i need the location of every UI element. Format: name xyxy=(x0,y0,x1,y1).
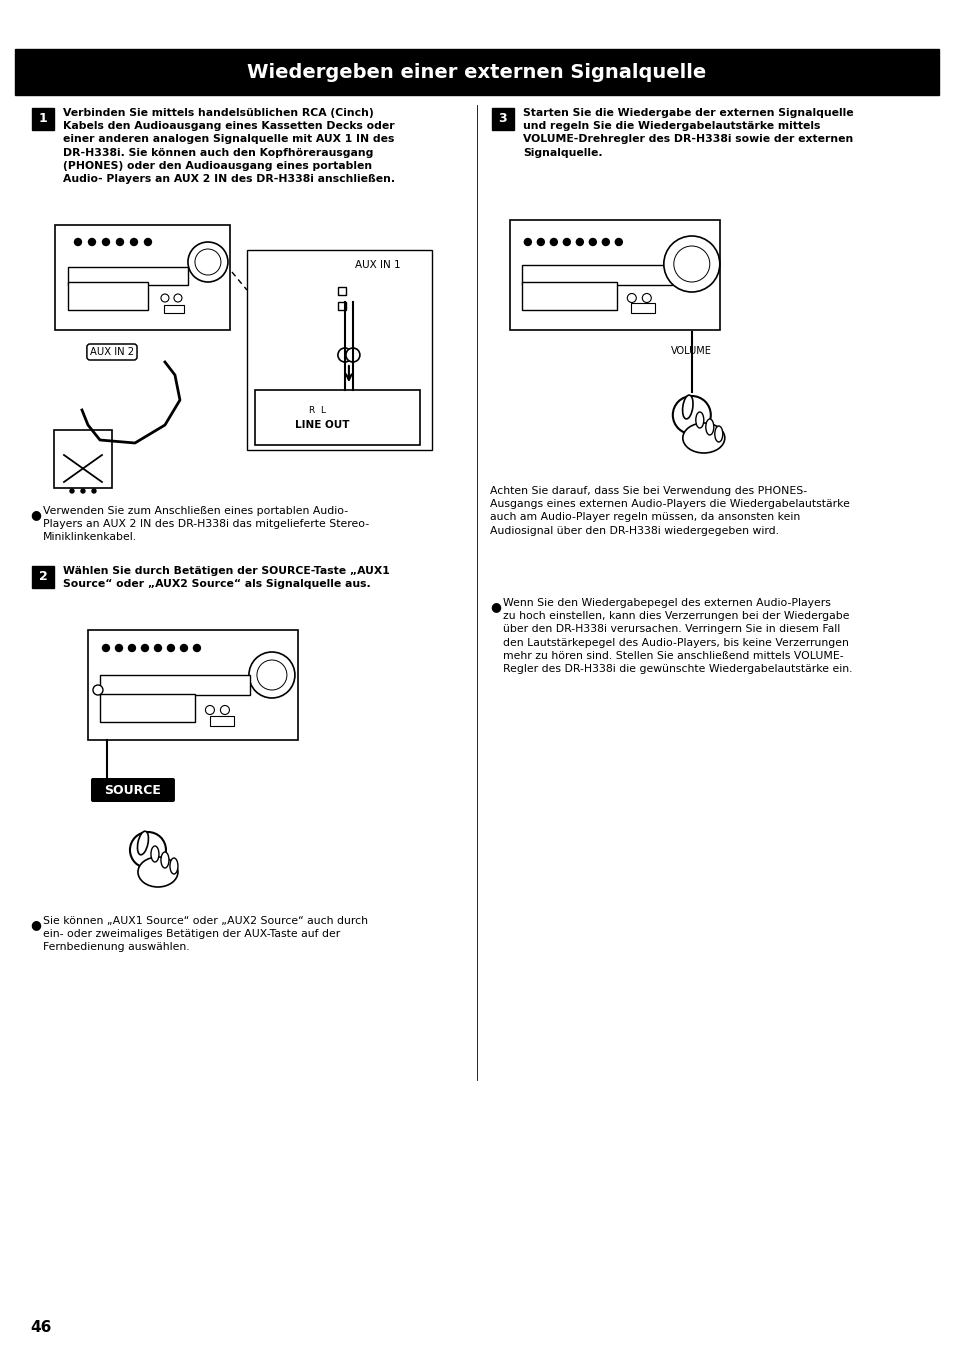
Bar xyxy=(32,108,54,130)
Circle shape xyxy=(91,489,96,493)
Circle shape xyxy=(589,239,596,246)
Circle shape xyxy=(550,239,557,246)
Text: ●: ● xyxy=(30,918,41,932)
Circle shape xyxy=(346,348,359,362)
Circle shape xyxy=(220,706,229,714)
Circle shape xyxy=(576,239,582,246)
Circle shape xyxy=(154,644,161,652)
Circle shape xyxy=(141,644,149,652)
FancyBboxPatch shape xyxy=(91,778,174,802)
Circle shape xyxy=(115,644,122,652)
Circle shape xyxy=(256,660,287,690)
Bar xyxy=(337,288,346,296)
Circle shape xyxy=(161,294,169,302)
Ellipse shape xyxy=(137,832,149,855)
Circle shape xyxy=(249,652,294,698)
Circle shape xyxy=(615,239,621,246)
Text: 1: 1 xyxy=(38,112,48,126)
Text: 3: 3 xyxy=(498,112,507,126)
Circle shape xyxy=(74,239,81,246)
Text: R  L: R L xyxy=(309,406,326,414)
Circle shape xyxy=(672,396,710,433)
Bar xyxy=(88,630,297,740)
Text: 2: 2 xyxy=(38,571,48,583)
Ellipse shape xyxy=(161,852,169,868)
Circle shape xyxy=(89,239,95,246)
Circle shape xyxy=(194,248,221,275)
Circle shape xyxy=(131,239,137,246)
Circle shape xyxy=(563,239,570,246)
Text: AUX IN 2: AUX IN 2 xyxy=(90,347,133,356)
Bar xyxy=(521,282,617,310)
Ellipse shape xyxy=(682,423,724,454)
Text: Starten Sie die Wiedergabe der externen Signalquelle
und regeln Sie die Wiederga: Starten Sie die Wiedergabe der externen … xyxy=(522,108,853,158)
Bar xyxy=(337,302,346,311)
Text: ●: ● xyxy=(489,599,500,613)
Text: Wählen Sie durch Betätigen der SOURCE-Taste „AUX1
Source“ oder „AUX2 Source“ als: Wählen Sie durch Betätigen der SOURCE-Ta… xyxy=(63,566,390,589)
Bar xyxy=(254,390,419,446)
Bar xyxy=(164,305,184,313)
Bar xyxy=(630,302,654,313)
Bar xyxy=(100,675,250,695)
Bar xyxy=(521,265,671,285)
Ellipse shape xyxy=(705,418,713,435)
Circle shape xyxy=(129,644,135,652)
Circle shape xyxy=(130,832,166,868)
Bar xyxy=(492,108,514,130)
Circle shape xyxy=(663,236,719,292)
Circle shape xyxy=(537,239,544,246)
Text: LINE OUT: LINE OUT xyxy=(294,420,349,431)
Circle shape xyxy=(173,294,182,302)
Ellipse shape xyxy=(714,427,722,441)
Circle shape xyxy=(81,489,85,493)
Circle shape xyxy=(188,242,228,282)
Circle shape xyxy=(641,293,651,302)
Circle shape xyxy=(627,293,636,302)
Text: VOLUME: VOLUME xyxy=(671,346,712,356)
Circle shape xyxy=(144,239,152,246)
Ellipse shape xyxy=(681,396,692,418)
Bar xyxy=(32,566,54,589)
Ellipse shape xyxy=(138,857,178,887)
Bar xyxy=(68,267,188,285)
Ellipse shape xyxy=(695,412,703,428)
Circle shape xyxy=(524,239,531,246)
Circle shape xyxy=(116,239,123,246)
Text: Sie können „AUX1 Source“ oder „AUX2 Source“ auch durch
ein- oder zweimaliges Bet: Sie können „AUX1 Source“ oder „AUX2 Sour… xyxy=(43,917,368,952)
Text: Verbinden Sie mittels handelsüblichen RCA (Cinch)
Kabels den Audioausgang eines : Verbinden Sie mittels handelsüblichen RC… xyxy=(63,108,395,184)
Circle shape xyxy=(92,684,103,695)
Bar xyxy=(210,716,233,726)
Bar xyxy=(100,694,194,722)
Text: AUX IN 1: AUX IN 1 xyxy=(355,261,400,270)
Circle shape xyxy=(673,246,709,282)
Ellipse shape xyxy=(170,859,178,873)
Circle shape xyxy=(168,644,174,652)
Circle shape xyxy=(601,239,609,246)
Text: ●: ● xyxy=(30,508,41,521)
Text: Verwenden Sie zum Anschließen eines portablen Audio-
Players an AUX 2 IN des DR-: Verwenden Sie zum Anschließen eines port… xyxy=(43,506,369,543)
Text: SOURCE: SOURCE xyxy=(105,783,161,796)
Circle shape xyxy=(337,348,352,362)
Text: Achten Sie darauf, dass Sie bei Verwendung des PHONES-
Ausgangs eines externen A: Achten Sie darauf, dass Sie bei Verwendu… xyxy=(489,486,849,536)
Text: 46: 46 xyxy=(30,1320,51,1335)
Text: Wenn Sie den Wiedergabepegel des externen Audio-Players
zu hoch einstellen, kann: Wenn Sie den Wiedergabepegel des externe… xyxy=(502,598,851,674)
Bar xyxy=(247,250,432,450)
Bar xyxy=(509,220,719,329)
Text: Wiedergeben einer externen Signalquelle: Wiedergeben einer externen Signalquelle xyxy=(247,62,706,81)
Bar xyxy=(54,431,112,487)
Circle shape xyxy=(180,644,187,652)
Circle shape xyxy=(102,239,110,246)
Bar xyxy=(55,225,230,329)
Circle shape xyxy=(102,644,110,652)
Circle shape xyxy=(193,644,200,652)
Ellipse shape xyxy=(151,846,159,863)
Bar xyxy=(68,282,148,310)
Circle shape xyxy=(205,706,214,714)
Circle shape xyxy=(70,489,74,493)
Bar xyxy=(15,49,938,94)
